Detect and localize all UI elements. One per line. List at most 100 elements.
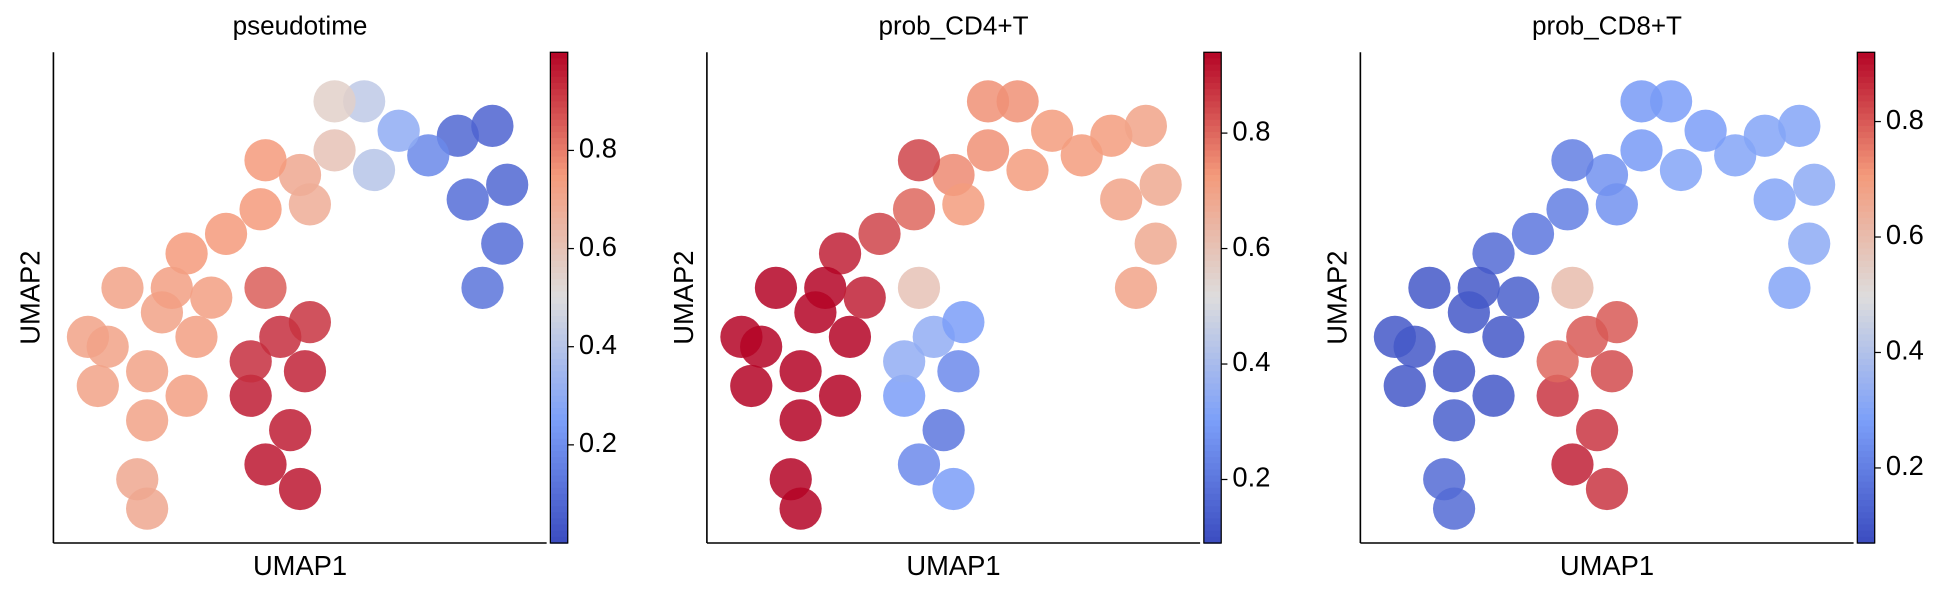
points [66,80,529,530]
point [377,109,420,152]
colorbar-segment [1857,89,1875,96]
point [1432,399,1476,442]
colorbar-segment [1203,162,1222,170]
colorbar-segment [1857,322,1875,330]
colorbar-tick-label: 0.6 [1886,219,1924,250]
colorbar-segment [1203,352,1222,360]
colorbar-segment [1203,150,1222,158]
colorbar-segment [550,328,568,336]
point [1753,178,1796,221]
point [1536,374,1579,417]
colorbar-segment [1857,254,1875,262]
colorbar-segment [1857,530,1875,538]
colorbar-segment [550,408,568,415]
point [1714,134,1757,177]
colorbar-segment [1857,205,1875,213]
chart-title: prob_CD8+T [1532,10,1682,40]
colorbar-segment [1203,438,1222,446]
colorbar-frame [1203,51,1222,544]
colorbar-segment [1857,420,1875,428]
colorbar-frame [1856,51,1876,544]
point [244,266,287,309]
colorbar-segment [1857,174,1875,182]
point [165,374,208,417]
colorbar-segment [550,174,568,182]
panel: prob_CD4+T UMAP1 UMAP2 0.2 0.4 0.6 0.8 [668,10,1270,581]
colorbar-tick-label: 0.8 [579,133,617,164]
colorbar-segment [550,187,568,195]
point [1100,178,1143,221]
colorbar-segment [1857,371,1875,379]
colorbar-segment [1857,426,1875,434]
point [204,212,248,255]
colorbar-segment [550,450,568,458]
point [1575,409,1619,452]
colorbar-segment [1857,481,1875,489]
colorbar-segment [1857,408,1875,415]
colorbar-segment [1857,211,1875,219]
colorbar-segment [1857,199,1875,207]
colorbar-segment [1857,76,1875,84]
colorbar-segment [1203,420,1222,428]
colorbar-segment [550,426,568,434]
point [244,443,287,486]
colorbar-segment [550,52,568,60]
colorbar-segment [1857,512,1875,520]
colorbar-segment [550,316,568,323]
colorbar-segment [550,352,568,360]
colorbar-segment [1857,273,1875,280]
colorbar-segment [1203,426,1222,434]
colorbar-segment [550,512,568,520]
colorbar-segment [550,156,568,164]
point [76,364,119,408]
colorbar-segment [1857,132,1875,139]
colorbar-segment [1857,524,1875,532]
point [1659,148,1703,192]
point [66,315,110,359]
colorbar-segment [1203,493,1222,501]
colorbar-segment [550,358,568,366]
colorbar-segment [1203,401,1222,409]
colorbar-segment [1203,58,1222,66]
point [1620,80,1663,123]
colorbar-segment [1203,242,1222,250]
colorbar-segment [1203,340,1222,348]
colorbar-segment [1203,450,1222,458]
point [244,139,287,182]
panel: pseudotime UMAP1 UMAP2 0.2 0.4 0.6 0.8 [15,10,617,581]
point [1432,350,1476,393]
colorbar-segment [1203,174,1222,182]
colorbar-segment [550,217,568,225]
colorbar-segment [1857,113,1875,121]
colorbar-segment [550,414,568,422]
colorbar-tick-label: 0.8 [1232,115,1270,146]
y-axis-label: UMAP2 [1321,251,1352,345]
point [486,163,529,206]
colorbar-segment [550,285,568,293]
colorbar-segment [550,297,568,305]
colorbar-segment [1203,518,1222,526]
colorbar-segment [1203,432,1222,440]
colorbar-segment [1203,279,1222,287]
colorbar-segment [1857,536,1875,544]
colorbar-segment [550,291,568,299]
point [165,232,208,275]
colorbar-segment [1857,518,1875,526]
colorbar-segment [550,254,568,262]
colorbar-tick-label: 0.4 [1232,346,1270,377]
point [897,139,941,182]
colorbar-segment [1857,266,1875,274]
point [1511,212,1555,255]
point [352,148,396,192]
colorbar-segment [1203,291,1222,299]
colorbar-segment [1857,156,1875,164]
colorbar-segment [1857,340,1875,348]
colorbar-segment [550,401,568,409]
colorbar-segment [550,193,568,201]
colorbar-segment [550,58,568,66]
colorbar-segment [1203,536,1222,544]
colorbar-segment [550,230,568,238]
colorbar-segment [1203,414,1222,422]
panel: prob_CD8+T UMAP1 UMAP2 0.2 0.4 0.6 0.8 [1321,10,1923,581]
point [288,301,332,344]
